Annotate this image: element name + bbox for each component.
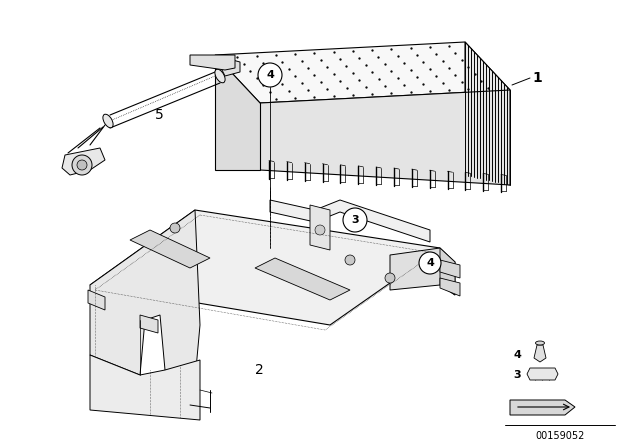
Circle shape (419, 252, 441, 274)
Polygon shape (270, 200, 430, 242)
Polygon shape (534, 345, 546, 362)
Polygon shape (222, 58, 240, 76)
Polygon shape (440, 248, 455, 295)
Polygon shape (62, 148, 105, 175)
Ellipse shape (536, 341, 545, 345)
Ellipse shape (215, 69, 225, 83)
Circle shape (315, 225, 325, 235)
Polygon shape (130, 230, 210, 268)
Text: 4: 4 (266, 70, 274, 80)
Polygon shape (440, 278, 460, 296)
Text: 5: 5 (155, 108, 164, 122)
Polygon shape (215, 42, 510, 103)
Polygon shape (90, 210, 200, 380)
Polygon shape (440, 260, 460, 278)
Polygon shape (140, 315, 158, 333)
Circle shape (385, 273, 395, 283)
Text: 3: 3 (513, 370, 520, 380)
Ellipse shape (103, 114, 113, 128)
Polygon shape (310, 205, 330, 250)
Circle shape (170, 223, 180, 233)
Text: 4: 4 (426, 258, 434, 268)
Text: 1: 1 (532, 71, 541, 85)
Text: 00159052: 00159052 (535, 431, 585, 441)
Text: 3: 3 (351, 215, 359, 225)
Polygon shape (255, 258, 350, 300)
Polygon shape (510, 400, 575, 415)
Circle shape (343, 208, 367, 232)
Polygon shape (527, 368, 558, 380)
Circle shape (345, 255, 355, 265)
Polygon shape (465, 42, 510, 185)
Text: 2: 2 (255, 363, 264, 377)
Polygon shape (215, 55, 260, 170)
Circle shape (77, 160, 87, 170)
Polygon shape (190, 55, 235, 70)
Circle shape (258, 63, 282, 87)
Polygon shape (90, 355, 200, 420)
Text: 4: 4 (513, 350, 521, 360)
Polygon shape (390, 248, 455, 295)
Polygon shape (88, 290, 105, 310)
Polygon shape (90, 210, 440, 325)
Circle shape (72, 155, 92, 175)
Polygon shape (260, 90, 510, 185)
